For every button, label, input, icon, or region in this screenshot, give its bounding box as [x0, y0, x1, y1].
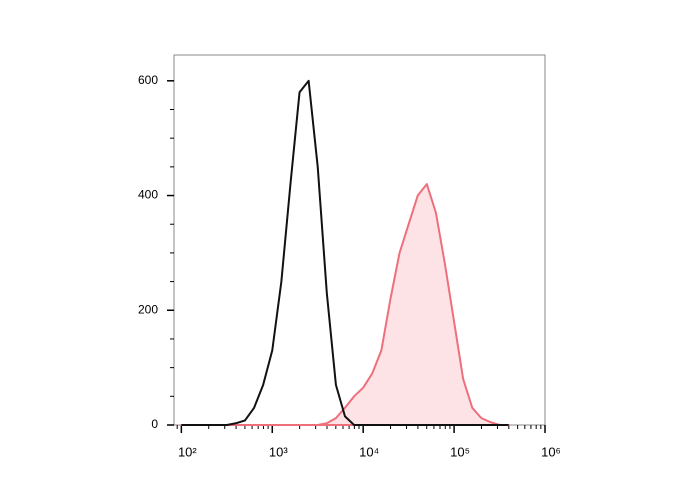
histogram-line	[180, 183, 510, 426]
x-tick-label: 10⁵	[450, 444, 470, 459]
histogram-line	[181, 79, 509, 426]
y-tick-label: 600	[138, 73, 158, 87]
y-tick-label: 400	[138, 188, 158, 202]
y-tick-label: 0	[151, 417, 158, 431]
y-tick-label: 200	[138, 302, 158, 316]
plot-frame	[173, 54, 546, 426]
x-tick-label: 10⁴	[359, 444, 379, 459]
x-tick-label: 10⁶	[541, 444, 561, 459]
x-tick-label: 10³	[269, 444, 288, 459]
x-tick-label: 10²	[178, 444, 197, 459]
